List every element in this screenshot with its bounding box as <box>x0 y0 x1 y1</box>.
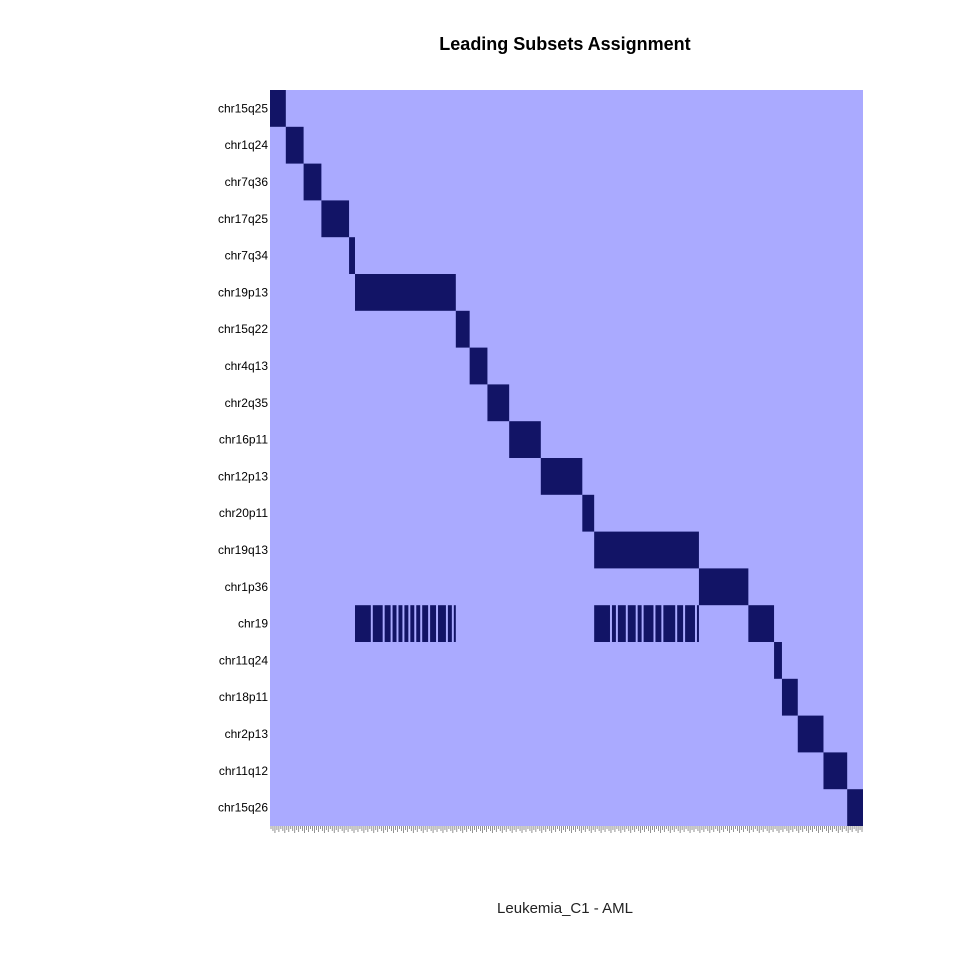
heatmap-cell <box>823 752 848 790</box>
row-label: chr2p13 <box>225 727 269 741</box>
chart-title: Leading Subsets Assignment <box>439 34 691 54</box>
heatmap-cell <box>416 605 421 642</box>
row-label: chr11q12 <box>219 764 268 778</box>
heatmap-cell <box>372 605 383 642</box>
heatmap-cell <box>509 421 541 458</box>
heatmap-cell <box>422 605 429 642</box>
row-label: chr1p36 <box>225 580 269 594</box>
row-label: chr15q22 <box>218 322 268 336</box>
row-label: chr7q36 <box>225 175 269 189</box>
heatmap-cell <box>349 237 355 274</box>
x-axis-label: Leukemia_C1 - AML <box>497 900 633 917</box>
heatmap-cell <box>392 605 397 642</box>
heatmap-cell <box>355 274 456 311</box>
heatmap-cell <box>430 605 437 642</box>
row-label: chr20p11 <box>219 506 268 520</box>
row-label: chr19p13 <box>218 285 268 299</box>
row-label: chr1q24 <box>225 138 269 152</box>
heatmap-cell <box>847 789 863 826</box>
heatmap-cell <box>447 605 452 642</box>
heatmap-cell <box>455 310 470 348</box>
heatmap-cells <box>270 90 863 826</box>
heatmap-cell <box>774 642 782 679</box>
heatmap-cell <box>270 90 286 127</box>
heatmap-cell <box>355 605 371 642</box>
row-label: chr19 <box>238 617 268 631</box>
heatmap-cell <box>398 605 403 642</box>
heatmap-cell <box>617 605 626 642</box>
heatmap-cell <box>685 605 695 642</box>
row-label: chr15q25 <box>218 101 268 115</box>
heatmap-cell <box>611 605 616 642</box>
heatmap-cell <box>643 605 654 642</box>
heatmap-cell <box>781 678 798 716</box>
heatmap-cell <box>453 605 456 642</box>
heatmap-cell <box>404 605 409 642</box>
heatmap-cell <box>285 126 304 164</box>
heatmap-cell <box>594 531 699 569</box>
heatmap-cell <box>698 568 749 606</box>
row-label: chr15q26 <box>218 801 268 815</box>
heatmap-cell <box>627 605 636 642</box>
heatmap-cell <box>384 605 391 642</box>
row-label: chr7q34 <box>225 249 269 263</box>
heatmap-cell <box>469 347 488 385</box>
heatmap-cell <box>303 163 322 201</box>
heatmap-cell <box>797 715 824 753</box>
row-label: chr17q25 <box>218 212 268 226</box>
heatmap-cell <box>410 605 415 642</box>
x-axis-ticks <box>270 826 863 833</box>
row-label: chr19q13 <box>218 543 268 557</box>
row-label: chr11q24 <box>219 653 268 667</box>
heatmap-cell <box>582 494 595 532</box>
heatmap-cell <box>540 458 583 495</box>
row-label: chr4q13 <box>225 359 269 373</box>
heatmap-cell <box>637 605 642 642</box>
heatmap-cell <box>487 384 510 422</box>
heatmap-cell <box>655 605 662 642</box>
row-label: chr18p11 <box>219 690 268 704</box>
heatmap-cell <box>594 605 610 642</box>
heatmap-cell <box>696 605 699 642</box>
heatmap-cell <box>748 605 775 642</box>
row-label: chr16p11 <box>219 433 268 447</box>
row-labels: chr15q25 chr1q24 chr7q36 chr17q25 chr7q34 chr… <box>218 101 268 814</box>
row-label: chr2q35 <box>225 396 269 410</box>
row-label: chr12p13 <box>218 469 268 483</box>
heatmap-cell <box>677 605 684 642</box>
heatmap-cell <box>663 605 676 642</box>
heatmap-cell <box>321 200 350 238</box>
heatmap-cell <box>438 605 446 642</box>
